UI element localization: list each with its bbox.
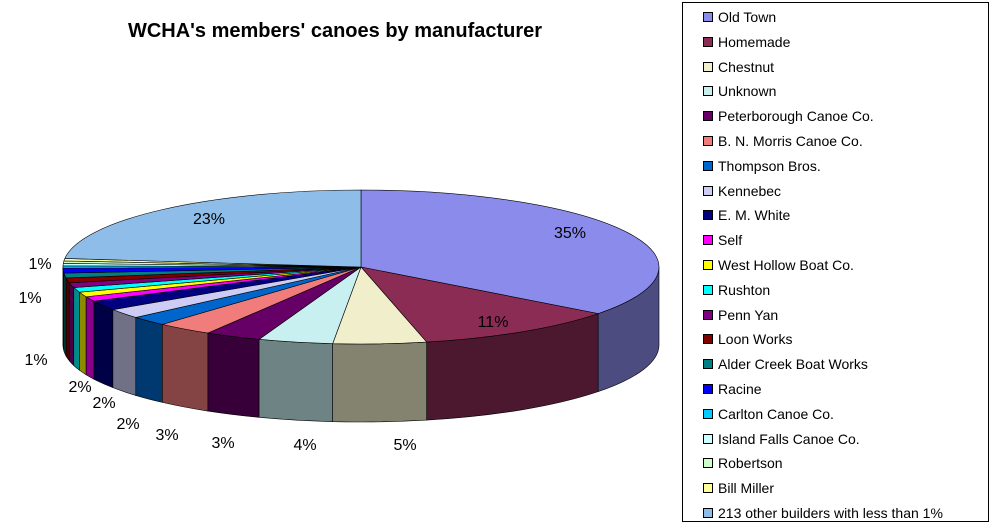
legend-item-penn-yan: Penn Yan [703, 305, 778, 325]
legend-item-thompson-bros: Thompson Bros. [703, 156, 821, 176]
legend-item-alder-creek-boat-works: Alder Creek Boat Works [703, 354, 868, 374]
data-label-homemade: 11% [478, 314, 509, 331]
data-label-213-other-builders-with-less-than-1: 23% [193, 211, 225, 228]
pie-slice-213-other-builders-with-less-than-1 [64, 189, 362, 268]
legend-item-loon-works: Loon Works [703, 329, 792, 349]
legend-label: E. M. White [718, 207, 791, 224]
legend-label: West Hollow Boat Co. [718, 257, 854, 273]
legend-swatch [703, 210, 713, 221]
legend-label: Carlton Canoe Co. [718, 405, 834, 422]
legend-label: Homemade [718, 33, 791, 50]
legend-item-rushton: Rushton [703, 280, 770, 300]
pie-side-chestnut [332, 341, 427, 423]
legend-swatch [703, 384, 713, 394]
legend-label: Bill Miller [718, 480, 774, 497]
data-label-b-n-morris-canoe-co: 3% [155, 427, 178, 444]
legend-swatch [703, 334, 713, 345]
legend-swatch [703, 359, 713, 370]
legend-swatch [703, 235, 713, 246]
legend-item-e-m-white: E. M. White [703, 205, 790, 225]
legend-label: Island Falls Canoe Co. [718, 430, 860, 447]
data-label-unknown: 4% [293, 437, 316, 454]
legend-label: Rushton [718, 281, 771, 298]
pie-side-alder-creek-boat-works [63, 273, 67, 358]
pie-slice-old-town [360, 189, 660, 314]
legend-label: B. N. Morris Canoe Co. [718, 133, 863, 149]
legend-label: Unknown [718, 83, 777, 100]
pie-side-west-hollow-boat-co [79, 291, 87, 376]
legend-label: Old Town [718, 9, 777, 25]
legend-swatch [703, 483, 713, 494]
legend-item-homemade: Homemade [703, 32, 790, 52]
legend-label: Thompson Bros. [718, 157, 821, 174]
legend-item-chestnut: Chestnut [703, 57, 774, 77]
pie-side-penn-yan [69, 281, 75, 367]
legend-label: Peterborough Canoe Co. [718, 108, 874, 125]
data-label-e-m-white: 2% [68, 379, 91, 396]
legend-swatch [703, 260, 713, 270]
data-label-thompson-bros: 2% [116, 416, 139, 433]
legend-swatch [703, 61, 713, 72]
legend-item-racine: Racine [703, 379, 762, 399]
pie-side-e-m-white [93, 300, 114, 389]
legend-item-west-hollow-boat-co: West Hollow Boat Co. [703, 255, 854, 275]
data-label-chestnut: 5% [393, 437, 416, 454]
legend-label: Chestnut [718, 58, 775, 75]
legend-item-self: Self [703, 230, 742, 250]
legend-swatch [703, 86, 713, 97]
legend-label: Robertson [718, 455, 783, 472]
legend-swatch [703, 136, 713, 146]
pie-side-rushton [73, 286, 80, 371]
legend-label: Kennebec [718, 182, 782, 199]
pie-slice-homemade [360, 266, 600, 343]
pie-side-unknown [258, 339, 333, 422]
pie-side-b-n-morris-canoe-co [162, 324, 209, 412]
legend-swatch [703, 408, 713, 419]
legend-item-unknown: Unknown [703, 81, 776, 101]
data-label-kennebec: 2% [92, 395, 115, 412]
legend-label: 213 other builders with less than 1% [718, 505, 943, 521]
legend-label: Self [718, 232, 743, 249]
data-label-racine: 1% [28, 256, 51, 273]
data-label-rushton: 1% [18, 290, 41, 307]
legend-label: Penn Yan [718, 306, 779, 323]
pie-side-kennebec [112, 309, 137, 396]
legend-swatch [703, 36, 713, 47]
legend-item-b-n-morris-canoe-co: B. N. Morris Canoe Co. [703, 131, 863, 151]
legend-swatch [703, 309, 713, 320]
pie-side-thompson-bros [135, 317, 163, 403]
legend-item-peterborough-canoe-co: Peterborough Canoe Co. [703, 106, 874, 126]
pie-side-self [85, 296, 95, 380]
legend-swatch [703, 508, 713, 518]
legend-item-carlton-canoe-co: Carlton Canoe Co. [703, 404, 834, 424]
chart-legend: Old Town Homemade Chestnut Unknown Peterboro… [682, 2, 989, 522]
legend-swatch [703, 458, 713, 469]
legend-item-213-other-builders-with-less-than-1: 213 other builders with less than 1% [703, 503, 943, 523]
legend-swatch [703, 111, 713, 122]
legend-swatch [703, 160, 713, 171]
legend-swatch [703, 284, 713, 295]
data-label-old-town: 35% [554, 225, 586, 242]
legend-swatch [703, 12, 713, 22]
chart-title: WCHA's members' canoes by manufacturer [127, 20, 543, 42]
legend-label: Loon Works [718, 331, 793, 348]
legend-item-old-town: Old Town [703, 7, 776, 27]
legend-label: Alder Creek Boat Works [718, 356, 868, 373]
pie-side-loon-works [65, 276, 70, 362]
data-label-self: 1% [24, 352, 47, 369]
legend-swatch [703, 185, 713, 196]
legend-label: Racine [718, 381, 762, 397]
legend-swatch [703, 433, 713, 444]
data-label-peterborough-canoe-co: 3% [211, 435, 234, 452]
pie-side-peterborough-canoe-co [207, 332, 260, 418]
legend-item-island-falls-canoe-co: Island Falls Canoe Co. [703, 429, 860, 449]
legend-item-kennebec: Kennebec [703, 181, 781, 201]
legend-item-robertson: Robertson [703, 453, 783, 473]
legend-item-bill-miller: Bill Miller [703, 478, 774, 498]
